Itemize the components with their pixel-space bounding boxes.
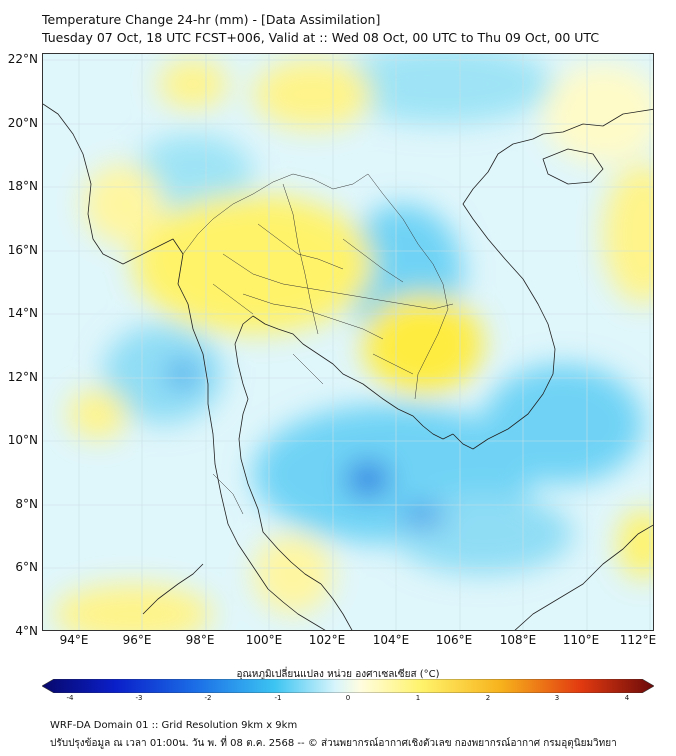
- lat-tick: 4°N: [15, 624, 38, 638]
- lon-tick: 108°E: [499, 633, 537, 647]
- lon-tick: 100°E: [245, 633, 283, 647]
- colorbar-label: 4: [624, 694, 630, 702]
- coastlines: [43, 103, 653, 630]
- lat-tick: 22°N: [7, 52, 38, 66]
- lat-tick: 10°N: [7, 433, 38, 447]
- colorbar-label: -2: [204, 694, 212, 702]
- footer-model-info: WRF-DA Domain 01 :: Grid Resolution 9km …: [50, 720, 298, 731]
- colorbar-title: อุณหภูมิเปลี่ยนแปลง หน่วย องศาเซลเซียส (…: [236, 669, 440, 680]
- lat-tick: 6°N: [15, 560, 38, 574]
- lon-tick: 96°E: [122, 633, 152, 647]
- map-title: Temperature Change 24-hr (mm) - [Data As…: [42, 12, 381, 27]
- graticule: [43, 54, 653, 630]
- lon-tick: 110°E: [562, 633, 600, 647]
- colorbar-label: 3: [554, 694, 560, 702]
- lon-tick: 102°E: [308, 633, 346, 647]
- colorbar-label: 0: [345, 694, 351, 702]
- lat-tick: 20°N: [7, 116, 38, 130]
- lat-tick: 12°N: [7, 370, 38, 384]
- colorbar-label: -1: [274, 694, 282, 702]
- lat-tick: 8°N: [15, 497, 38, 511]
- lon-tick: 94°E: [59, 633, 89, 647]
- map-panel: [42, 53, 654, 631]
- colorbar-label: -4: [66, 694, 74, 702]
- lon-tick: 106°E: [435, 633, 473, 647]
- temperature-field-map: [43, 54, 653, 630]
- map-subtitle: Tuesday 07 Oct, 18 UTC FCST+006, Valid a…: [42, 30, 600, 45]
- colorbar-label: -3: [135, 694, 143, 702]
- lat-tick: 16°N: [7, 243, 38, 257]
- lon-tick: 112°E: [619, 633, 657, 647]
- lat-tick: 18°N: [7, 179, 38, 193]
- lon-tick: 98°E: [185, 633, 215, 647]
- colorbar: [42, 679, 654, 693]
- lon-tick: 104°E: [372, 633, 410, 647]
- footer-credit: ปรับปรุงข้อมูล ณ เวลา 01:00น. วัน พ. ที่…: [50, 738, 617, 749]
- admin-borders: [182, 173, 454, 515]
- colorbar-label: 2: [485, 694, 491, 702]
- colorbar-label: 1: [415, 694, 421, 702]
- lat-tick: 14°N: [7, 306, 38, 320]
